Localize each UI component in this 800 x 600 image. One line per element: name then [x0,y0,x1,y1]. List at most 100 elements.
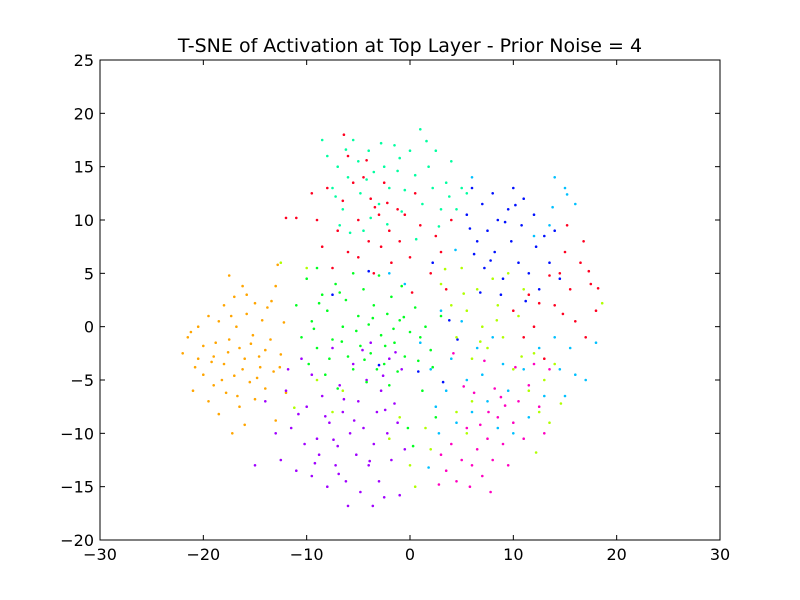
data-point [443,267,447,271]
data-point [419,341,422,345]
data-point [336,387,340,390]
series-4 [331,186,562,384]
data-point [460,266,464,270]
data-point [434,405,438,409]
data-point [189,330,193,334]
data-point [344,480,348,483]
data-point [506,464,510,467]
x-tick-label: 30 [710,545,730,564]
data-point [512,421,515,425]
data-point [475,288,479,291]
data-point [398,319,402,322]
data-point [338,384,342,387]
data-point [584,336,587,339]
data-point [470,357,474,361]
data-point [357,160,360,163]
data-point [274,419,278,422]
data-point [496,416,500,419]
data-point [465,378,469,382]
data-point [429,368,433,371]
data-point [517,261,520,265]
data-point [470,464,474,467]
data-point [527,384,531,387]
data-point [362,426,365,430]
data-point [310,320,314,323]
data-point [388,384,391,387]
data-point [346,504,350,508]
data-point [481,325,484,329]
data-point [207,400,210,403]
data-point [284,389,288,393]
data-point [424,426,427,430]
data-point [462,292,466,295]
data-point [553,304,556,307]
data-point [193,365,197,369]
data-point [336,165,340,168]
data-point [369,341,373,345]
data-point [532,213,536,216]
data-point [468,485,472,489]
data-point [437,483,441,486]
data-point [377,213,381,216]
data-point [460,320,464,323]
data-point [274,284,278,288]
data-point [393,341,396,345]
data-point [543,234,546,238]
data-point [506,208,510,211]
data-point [365,380,368,384]
data-point [326,186,329,190]
data-point [437,225,441,228]
data-point [503,220,507,224]
data-point [367,323,371,326]
data-point [534,451,538,454]
data-point [486,346,489,350]
data-point [427,165,430,168]
data-point [382,181,386,184]
data-point [251,333,255,337]
data-point [419,224,422,227]
data-point [437,432,441,435]
data-point [479,340,482,343]
data-point [419,128,422,131]
data-point [362,176,365,179]
data-point [371,504,375,508]
data-point [388,229,391,232]
data-point [269,338,272,341]
data-point [227,274,231,277]
data-point [386,201,389,205]
data-point [359,490,362,494]
data-point [491,336,495,339]
data-point [414,237,418,241]
data-point [310,474,314,478]
x-tick-label: 0 [405,545,415,564]
data-point [532,362,536,366]
data-point [222,304,226,307]
data-point [398,156,402,160]
data-point [367,464,371,467]
data-point [429,272,433,275]
data-point [439,282,443,286]
data-point [222,362,226,366]
data-point [320,293,324,297]
series-2 [295,266,443,448]
data-point [527,416,531,419]
data-point [424,325,427,329]
data-point [377,202,381,206]
data-point [253,464,257,467]
data-point [231,432,234,435]
data-point [276,263,280,267]
data-point [524,299,527,303]
data-point [253,301,257,305]
data-point [393,402,396,405]
data-point [561,312,565,316]
data-point [398,240,402,243]
data-point [553,336,556,339]
data-point [496,426,500,430]
data-point [472,391,476,395]
data-point [317,301,321,305]
data-point [212,355,215,358]
data-point [346,176,350,179]
data-point [217,412,221,416]
data-point [403,213,407,216]
